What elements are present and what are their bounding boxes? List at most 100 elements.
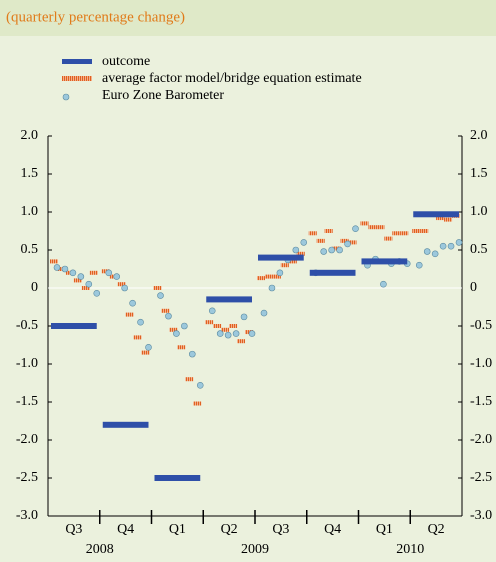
y2-tick-label: -2.5: [470, 470, 492, 485]
subtitle: (quarterly percentage change): [6, 9, 185, 25]
header-band: [0, 0, 496, 36]
barometer: [336, 246, 343, 254]
barometer: [69, 269, 77, 277]
x-tick-label: Q3: [65, 522, 82, 537]
legend-label: average factor model/bridge equation est…: [102, 71, 362, 86]
y-tick-label: -1.0: [16, 356, 38, 371]
barometer: [61, 265, 69, 273]
barometer: [439, 242, 447, 250]
barometer: [129, 299, 136, 307]
barometer: [165, 312, 172, 320]
estimate: [101, 269, 110, 274]
estimate: [296, 251, 305, 256]
y2-tick-label: -3.0: [470, 508, 492, 523]
estimate: [288, 259, 297, 264]
outcome: [309, 269, 356, 276]
estimate: [400, 231, 409, 236]
y2-tick-label: 1.5: [470, 166, 488, 181]
barometer: [415, 261, 423, 269]
year-label: 2010: [396, 542, 424, 557]
barometer: [344, 240, 351, 248]
y2-tick-label: -0.5: [470, 318, 492, 333]
barometer: [137, 318, 144, 326]
outcome: [102, 421, 149, 428]
estimate: [141, 350, 150, 355]
barometer: [455, 239, 463, 246]
y2-tick-label: 0.5: [470, 242, 488, 257]
estimate: [73, 278, 82, 283]
estimate: [133, 335, 142, 340]
y2-tick-label: 2.0: [470, 128, 488, 143]
estimate: [213, 324, 222, 328]
barometer: [85, 280, 93, 288]
barometer: [260, 309, 268, 317]
estimate: [308, 231, 317, 236]
barometer: [145, 343, 152, 351]
x-tick-label: Q2: [221, 522, 238, 537]
estimate: [117, 282, 126, 287]
barometer: [189, 350, 196, 358]
barometer: [248, 330, 256, 337]
y2-tick-label: -1.0: [470, 356, 492, 371]
x-tick-label: Q4: [324, 522, 341, 537]
barometer: [157, 292, 164, 299]
barometer: [276, 269, 284, 277]
y-tick-label: -3.0: [16, 508, 38, 523]
estimate: [376, 225, 385, 230]
estimate: [368, 225, 377, 230]
x-tick-label: Q1: [169, 522, 186, 537]
year-label: 2009: [241, 542, 269, 557]
estimate: [193, 401, 202, 406]
legend-outcome: [62, 59, 92, 64]
barometer: [77, 273, 85, 280]
outcome: [361, 258, 408, 265]
estimate: [245, 330, 253, 335]
barometer: [352, 225, 359, 233]
estimate: [280, 263, 289, 268]
estimate: [177, 345, 186, 350]
y2-tick-label: -2.0: [470, 432, 492, 447]
barometer: [268, 284, 276, 292]
barometer: [173, 330, 180, 337]
barometer: [431, 250, 439, 258]
legend-barometer: [62, 93, 70, 101]
legend-estimate: [62, 76, 92, 81]
outcome: [258, 254, 304, 261]
estimate: [50, 259, 58, 264]
estimate: [384, 236, 393, 241]
estimate: [161, 308, 170, 313]
y2-tick-label: 0: [470, 280, 477, 295]
legend-label: outcome: [102, 54, 150, 69]
barometer: [224, 331, 232, 339]
estimate: [264, 274, 273, 279]
barometer: [292, 246, 300, 254]
barometer: [232, 330, 240, 337]
estimate: [205, 320, 214, 325]
estimate: [420, 229, 429, 233]
outcome: [154, 475, 201, 481]
y-tick-label: -0.5: [16, 318, 38, 333]
estimate: [340, 238, 349, 243]
estimate: [360, 221, 369, 226]
barometer: [423, 248, 431, 255]
estimate: [169, 327, 178, 332]
year-label: 2008: [86, 542, 114, 557]
estimate: [412, 229, 421, 233]
estimate: [81, 286, 90, 290]
estimate: [348, 240, 357, 245]
y-tick-label: -2.5: [16, 470, 38, 485]
estimate: [125, 312, 134, 317]
barometer: [181, 322, 188, 330]
barometer: [328, 246, 335, 254]
estimate: [436, 216, 445, 221]
estimate: [272, 274, 281, 279]
y-tick-label: 0.5: [21, 242, 39, 257]
x-tick-label: Q3: [272, 522, 289, 537]
estimate: [221, 327, 230, 332]
estimate: [229, 324, 238, 328]
estimate: [237, 339, 246, 344]
y-tick-label: 1.0: [21, 204, 39, 219]
outcome: [51, 323, 97, 329]
estimate: [257, 276, 265, 281]
